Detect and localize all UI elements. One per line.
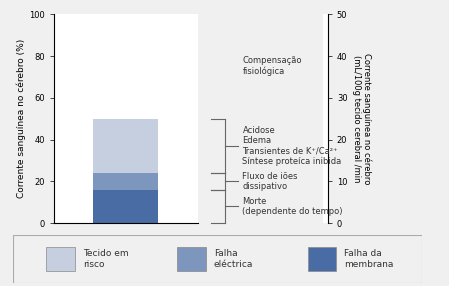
- Text: Acidose
Edema
Transientes de K⁺/Ca²⁺
Síntese proteíca inibida: Acidose Edema Transientes de K⁺/Ca²⁺ Sín…: [242, 126, 342, 166]
- Text: Tecido em
risco: Tecido em risco: [83, 249, 128, 269]
- Text: Falha
eléctrica: Falha eléctrica: [214, 249, 253, 269]
- Text: Compensação
fisiológica: Compensação fisiológica: [242, 57, 302, 76]
- Y-axis label: Corrente sanguínea no cérebro
(mL/100g tecido cerebral /min: Corrente sanguínea no cérebro (mL/100g t…: [352, 53, 371, 184]
- Bar: [93, 173, 158, 190]
- Bar: [93, 190, 158, 223]
- FancyBboxPatch shape: [308, 247, 336, 271]
- Text: Falha da
membrana: Falha da membrana: [344, 249, 394, 269]
- Text: Fluxo de iões
dissipativo: Fluxo de iões dissipativo: [242, 172, 298, 191]
- Y-axis label: Corrente sanguínea no cérebro (%): Corrente sanguínea no cérebro (%): [17, 39, 26, 198]
- Text: Morte
(dependente do tempo): Morte (dependente do tempo): [242, 197, 343, 216]
- FancyBboxPatch shape: [177, 247, 206, 271]
- FancyBboxPatch shape: [46, 247, 75, 271]
- Bar: [93, 119, 158, 173]
